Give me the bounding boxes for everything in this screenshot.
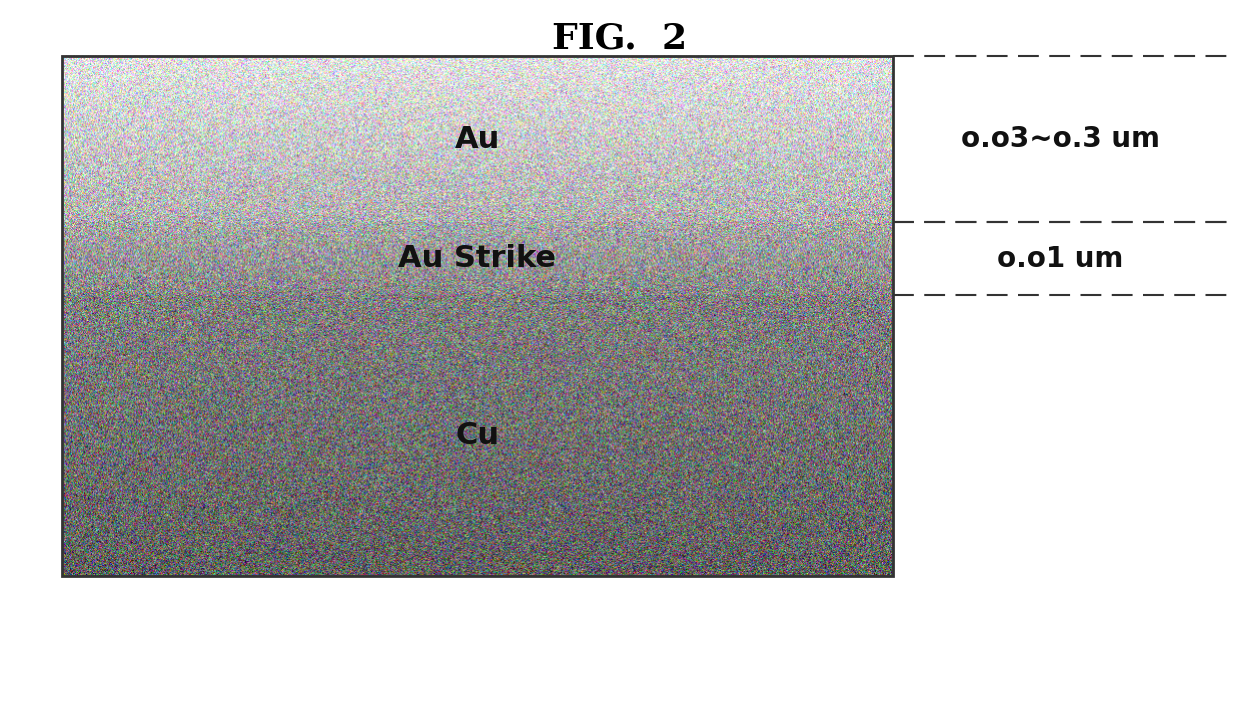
Text: o.o3~o.3 um: o.o3~o.3 um xyxy=(961,125,1159,153)
Text: Au Strike: Au Strike xyxy=(398,244,557,273)
Text: Au: Au xyxy=(455,125,500,154)
Text: o.o1 um: o.o1 um xyxy=(997,245,1123,273)
Text: Cu: Cu xyxy=(455,421,500,450)
Text: FIG.  2: FIG. 2 xyxy=(553,21,687,55)
Bar xyxy=(62,56,893,576)
